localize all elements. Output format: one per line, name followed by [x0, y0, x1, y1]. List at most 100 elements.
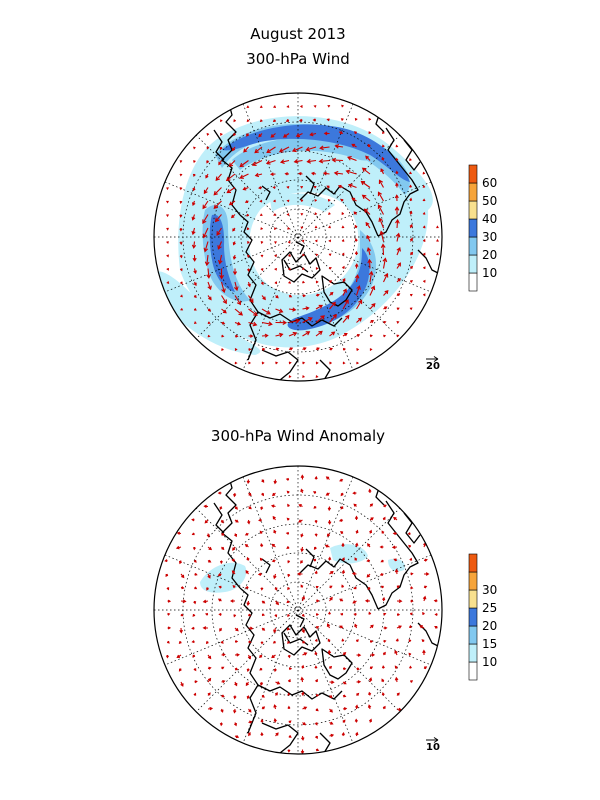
wind-vector — [246, 133, 250, 137]
wind-vector — [395, 182, 399, 188]
colorbar-tick-label: 10 — [482, 655, 497, 669]
wind-vector — [261, 492, 264, 497]
wind-vector — [234, 681, 238, 687]
wind-vector — [207, 677, 212, 683]
wind-vector — [313, 185, 317, 189]
wind-vector — [348, 183, 357, 189]
wind-vector — [260, 718, 264, 723]
colorbar-tick-label: 30 — [482, 230, 497, 244]
wind-vector — [217, 241, 223, 250]
wind-vector — [291, 146, 303, 153]
wind-vector — [342, 667, 347, 671]
wind-vector — [396, 585, 400, 589]
wind-vector — [258, 133, 263, 138]
wind-vector — [298, 171, 303, 176]
wind-vector — [221, 653, 226, 657]
wind-vector — [248, 295, 254, 304]
wind-vector — [275, 681, 281, 685]
wind-vector — [259, 105, 263, 108]
wind-vector — [194, 586, 198, 590]
colorbar-segment — [468, 571, 478, 591]
wind-vector — [329, 291, 334, 296]
colorbar-segment — [468, 200, 478, 220]
wind-vector — [369, 303, 376, 310]
wind-vector — [271, 559, 276, 563]
wind-vector — [248, 308, 258, 316]
wind-vector — [408, 652, 412, 656]
wind-vector — [257, 572, 263, 576]
wind-vector — [287, 503, 290, 507]
wind-vector — [288, 307, 297, 312]
wind-vector — [179, 268, 183, 272]
wind-vector — [221, 295, 227, 305]
wind-speed-shading — [154, 93, 442, 381]
wind-vector — [383, 612, 387, 616]
wind-vector — [381, 530, 385, 534]
wind-vector — [232, 227, 236, 232]
wind-vector — [318, 158, 330, 164]
wind-vector — [355, 704, 359, 710]
wind-vector — [272, 105, 276, 108]
wind-vector — [337, 184, 344, 189]
wind-vector — [356, 680, 362, 684]
wind-vector — [202, 200, 209, 210]
wind-vector — [409, 157, 412, 161]
wind-vector — [207, 281, 212, 291]
wind-vector — [300, 186, 303, 189]
wind-vector — [315, 735, 318, 740]
wind-vector — [300, 474, 305, 480]
wind-vector — [360, 180, 371, 188]
wind-vector — [365, 155, 371, 161]
wind-vector — [231, 570, 236, 575]
wind-vector — [282, 133, 290, 138]
wind-vector — [275, 332, 284, 338]
wind-vector — [395, 232, 401, 242]
wind-vector — [329, 708, 333, 713]
wind-vector — [234, 361, 238, 365]
wind-vector — [248, 708, 252, 713]
wind-vector — [259, 119, 263, 123]
wind-vector — [261, 627, 266, 631]
wind-vector — [382, 516, 386, 521]
wind-vector — [353, 211, 357, 215]
wind-vector — [193, 559, 197, 563]
wind-vector — [352, 491, 357, 495]
wind-vector — [202, 214, 209, 225]
wind-vector — [191, 214, 196, 221]
wind-vector — [302, 280, 306, 284]
wind-vector — [381, 144, 385, 148]
wind-speed-30-40-core — [209, 124, 410, 331]
wind-vector — [239, 173, 249, 179]
wind-vector — [315, 585, 319, 589]
wind-vector — [261, 706, 266, 710]
wind-vector — [383, 639, 387, 643]
wind-vector — [424, 572, 430, 576]
wind-vector — [315, 267, 319, 270]
wind-vector — [341, 104, 344, 108]
wind-vector — [366, 559, 371, 563]
wind-vector — [355, 542, 359, 548]
wind-vector — [218, 585, 222, 589]
wind-vector — [260, 506, 264, 511]
wind-vector — [192, 173, 196, 178]
wind-vector — [205, 173, 209, 179]
wind-vector — [288, 667, 293, 671]
wind-vector — [298, 118, 303, 122]
wind-vector — [329, 596, 333, 602]
wind-vector — [340, 118, 344, 121]
wind-vector — [193, 281, 197, 287]
wind-vector — [381, 156, 385, 161]
wind-vector — [354, 515, 359, 520]
wind-vector — [353, 612, 357, 616]
wind-vector — [260, 732, 264, 737]
wind-vector — [248, 361, 252, 365]
wind-vector — [254, 146, 263, 154]
wind-vector — [165, 654, 170, 659]
wind-vector — [221, 321, 226, 325]
wind-vector — [206, 268, 211, 279]
wind-vector — [410, 680, 414, 683]
wind-vector — [334, 143, 344, 149]
wind-vector — [259, 557, 263, 561]
wind-vector — [300, 226, 304, 230]
wind-vector — [191, 227, 196, 236]
